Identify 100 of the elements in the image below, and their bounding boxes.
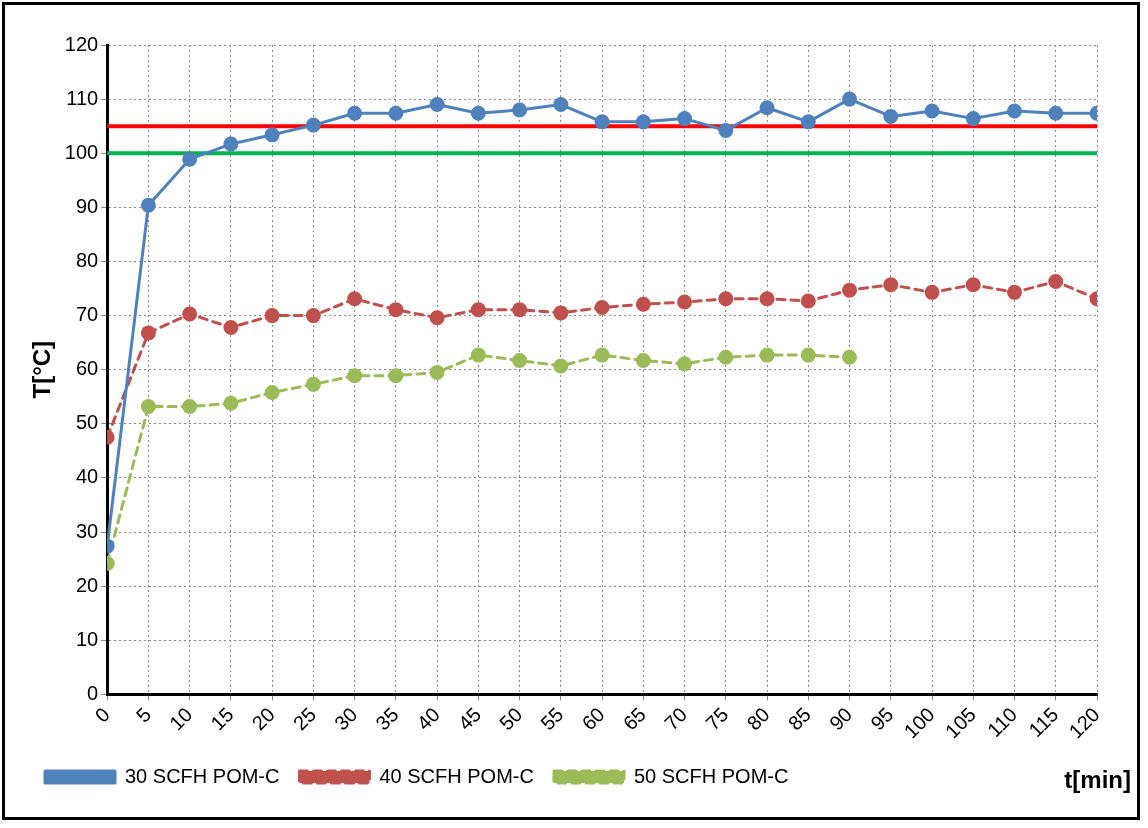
- y-tick-label: 20: [75, 573, 99, 596]
- point: [347, 368, 363, 384]
- x-tick-label: 50: [495, 703, 527, 735]
- point: [182, 399, 198, 415]
- point: [883, 277, 899, 293]
- y-tick-label: 40: [75, 465, 99, 488]
- y-tick-label: 0: [87, 681, 99, 704]
- point: [594, 299, 610, 315]
- x-axis-title: t[min]: [1064, 765, 1131, 793]
- point: [842, 282, 858, 298]
- x-tick-label: 70: [660, 703, 692, 735]
- point: [388, 302, 404, 318]
- point: [718, 123, 734, 139]
- x-tick-label: 40: [412, 703, 444, 735]
- point: [305, 308, 321, 324]
- point: [759, 100, 775, 116]
- x-tick-label: 35: [371, 703, 403, 735]
- point: [759, 347, 775, 363]
- point: [883, 108, 899, 124]
- x-tick-label: 15: [206, 703, 238, 735]
- point: [924, 103, 940, 119]
- point: [305, 117, 321, 133]
- y-tick-label: 10: [75, 627, 99, 650]
- point: [305, 376, 321, 392]
- x-tick-label: 45: [453, 703, 486, 735]
- point: [182, 306, 198, 322]
- point: [677, 294, 693, 310]
- point: [965, 111, 981, 127]
- point: [677, 356, 693, 372]
- y-tick-label: 100: [64, 140, 99, 163]
- point: [512, 302, 528, 318]
- x-tick-label: 5: [131, 703, 156, 727]
- point: [635, 114, 651, 130]
- y-axis-title: T[°C]: [28, 340, 56, 399]
- y-tick-label: 90: [75, 194, 99, 217]
- point: [924, 284, 940, 300]
- point: [347, 291, 363, 307]
- point: [1007, 103, 1023, 119]
- point: [800, 347, 816, 363]
- x-tick-label: 65: [618, 703, 651, 735]
- point: [759, 291, 775, 307]
- point: [140, 325, 156, 341]
- point: [388, 368, 404, 384]
- point: [1048, 105, 1064, 121]
- point: [264, 384, 280, 400]
- point: [470, 347, 486, 363]
- y-tick-label: 80: [75, 248, 99, 271]
- x-tick-label: 95: [866, 703, 898, 735]
- point: [429, 310, 445, 326]
- point: [223, 136, 239, 152]
- point: [553, 305, 569, 321]
- y-tick-label: 110: [66, 86, 99, 109]
- point: [429, 97, 445, 113]
- x-tick-label: 90: [824, 703, 857, 735]
- point: [718, 349, 734, 365]
- legend-label: 30 SCFH POM-C: [125, 764, 280, 787]
- x-tick-label: 120: [1064, 703, 1104, 743]
- x-tick-label: 85: [783, 703, 816, 735]
- point: [429, 364, 445, 380]
- point: [1048, 274, 1064, 289]
- point: [635, 296, 651, 312]
- point: [264, 127, 280, 143]
- point: [594, 347, 610, 363]
- x-tick-label: 75: [701, 703, 733, 735]
- point: [677, 111, 693, 127]
- x-tick-label: 10: [165, 703, 197, 735]
- x-tick-label: 55: [536, 703, 568, 735]
- x-tick-label: 110: [983, 703, 1022, 742]
- point: [842, 91, 858, 107]
- point: [347, 105, 363, 121]
- x-tick-label: 80: [742, 703, 774, 735]
- y-tick-label: 70: [75, 303, 99, 326]
- point: [718, 291, 734, 307]
- point: [140, 197, 156, 213]
- x-tick-label: 25: [288, 703, 321, 735]
- point: [512, 102, 528, 118]
- point: [965, 277, 981, 293]
- point: [223, 395, 239, 411]
- x-tick-label: 20: [247, 703, 279, 735]
- x-tick-label: 105: [940, 703, 980, 743]
- x-tick-label: 60: [577, 703, 609, 735]
- point: [800, 293, 816, 309]
- point: [388, 105, 404, 121]
- x-tick-label: 115: [1024, 703, 1063, 742]
- point: [594, 114, 610, 130]
- y-tick-label: 30: [75, 519, 99, 542]
- point: [1007, 284, 1023, 300]
- point: [470, 105, 486, 121]
- y-tick-label: 50: [75, 411, 99, 434]
- point: [553, 358, 569, 374]
- point: [140, 399, 156, 415]
- legend-label: 40 SCFH POM-C: [379, 764, 534, 787]
- point: [182, 151, 198, 167]
- point: [470, 302, 486, 318]
- y-tick-label: 120: [64, 32, 99, 55]
- x-tick-label: 30: [330, 703, 362, 735]
- point: [635, 353, 651, 369]
- x-tick-label: 100: [899, 703, 939, 743]
- point: [512, 353, 528, 369]
- point: [842, 349, 858, 365]
